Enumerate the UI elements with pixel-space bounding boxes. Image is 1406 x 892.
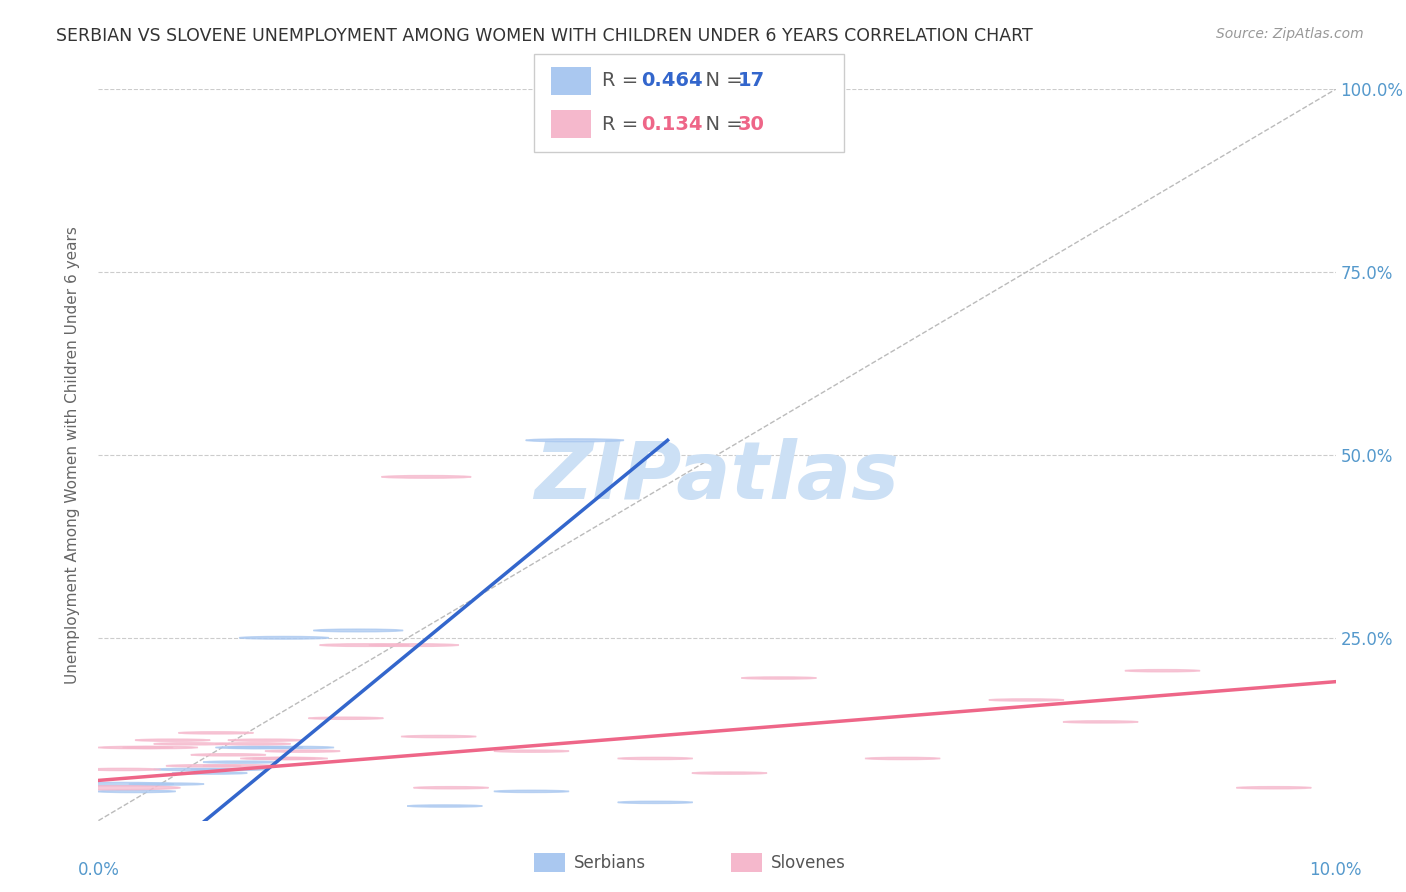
Ellipse shape <box>129 783 204 785</box>
Text: 10.0%: 10.0% <box>1309 861 1362 879</box>
Ellipse shape <box>240 757 315 760</box>
Ellipse shape <box>191 754 266 756</box>
Ellipse shape <box>228 747 302 748</box>
Ellipse shape <box>617 757 693 760</box>
Ellipse shape <box>173 772 247 774</box>
Text: Source: ZipAtlas.com: Source: ZipAtlas.com <box>1216 27 1364 41</box>
Ellipse shape <box>153 768 229 771</box>
Ellipse shape <box>135 739 209 741</box>
Ellipse shape <box>98 747 173 748</box>
Ellipse shape <box>413 787 488 789</box>
Text: 17: 17 <box>738 71 765 90</box>
Text: 30: 30 <box>738 115 765 134</box>
Ellipse shape <box>41 786 180 789</box>
Ellipse shape <box>988 698 1064 701</box>
Ellipse shape <box>308 717 384 719</box>
Text: 0.134: 0.134 <box>641 115 703 134</box>
Ellipse shape <box>253 757 328 760</box>
Ellipse shape <box>401 735 477 738</box>
Ellipse shape <box>179 731 253 734</box>
Ellipse shape <box>191 768 266 771</box>
Ellipse shape <box>692 772 766 774</box>
Ellipse shape <box>1125 670 1199 672</box>
Ellipse shape <box>865 757 941 760</box>
Ellipse shape <box>617 801 693 804</box>
Ellipse shape <box>60 782 174 786</box>
Y-axis label: Unemployment Among Women with Children Under 6 years: Unemployment Among Women with Children U… <box>65 226 80 684</box>
Ellipse shape <box>122 747 198 748</box>
Ellipse shape <box>319 644 409 647</box>
Ellipse shape <box>96 790 176 793</box>
Ellipse shape <box>370 644 458 647</box>
Text: R =: R = <box>602 115 644 134</box>
Ellipse shape <box>408 805 482 807</box>
Ellipse shape <box>602 124 721 128</box>
Ellipse shape <box>204 761 278 764</box>
Text: Slovenes: Slovenes <box>770 854 845 871</box>
Text: Serbians: Serbians <box>574 854 645 871</box>
Ellipse shape <box>204 764 278 767</box>
Ellipse shape <box>228 739 302 741</box>
Ellipse shape <box>86 768 160 771</box>
Ellipse shape <box>494 790 569 792</box>
Ellipse shape <box>153 743 229 745</box>
Ellipse shape <box>1063 721 1137 723</box>
Ellipse shape <box>215 743 291 745</box>
Ellipse shape <box>1236 787 1312 789</box>
Text: R =: R = <box>602 71 644 90</box>
Text: 0.464: 0.464 <box>641 71 703 90</box>
Ellipse shape <box>314 629 404 632</box>
Ellipse shape <box>215 747 291 748</box>
Text: N =: N = <box>693 71 749 90</box>
Ellipse shape <box>741 677 817 679</box>
Text: 0.0%: 0.0% <box>77 861 120 879</box>
Ellipse shape <box>239 637 329 639</box>
Text: SERBIAN VS SLOVENE UNEMPLOYMENT AMONG WOMEN WITH CHILDREN UNDER 6 YEARS CORRELAT: SERBIAN VS SLOVENE UNEMPLOYMENT AMONG WO… <box>56 27 1033 45</box>
Ellipse shape <box>526 439 624 442</box>
Ellipse shape <box>381 475 471 478</box>
Ellipse shape <box>494 750 569 752</box>
Ellipse shape <box>266 750 340 752</box>
Text: ZIPatlas: ZIPatlas <box>534 438 900 516</box>
Ellipse shape <box>166 764 240 767</box>
Ellipse shape <box>259 747 333 748</box>
Text: N =: N = <box>693 115 749 134</box>
